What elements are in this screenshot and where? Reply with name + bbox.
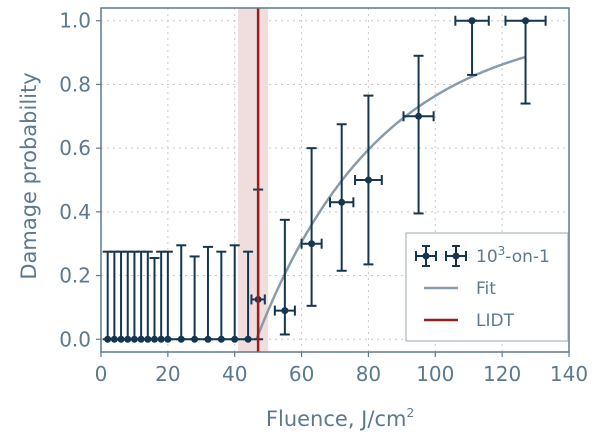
- errorbar-layer: [102, 15, 547, 343]
- data-point: [338, 198, 346, 206]
- y-tick-label: 0.6: [59, 136, 91, 160]
- x-tick-label: 0: [95, 362, 108, 386]
- x-tick-label: 60: [289, 362, 314, 386]
- axis-ticks: 0 20 40 60 80 100 120 140 0.0 0.2 0.4 0.6 0.8 1.0: [59, 9, 588, 386]
- x-axis-label-sup: 2: [406, 406, 414, 420]
- data-point: [364, 176, 372, 184]
- legend-errorbar-point: [422, 252, 430, 260]
- x-axis-label-text: Fluence, J/cm: [266, 407, 407, 431]
- x-tick-label: 100: [416, 362, 454, 386]
- lidt-band: [238, 8, 269, 352]
- x-tick-label: 20: [155, 362, 180, 386]
- data-point: [281, 307, 289, 315]
- x-tick-label: 120: [483, 362, 521, 386]
- legend-measured-sup: 3: [498, 244, 506, 258]
- x-axis-label: Fluence, J/cm2: [266, 406, 414, 431]
- legend-errorbar-point: [452, 252, 460, 260]
- x-tick-label: 40: [222, 362, 247, 386]
- legend-measured-prefix: 10: [476, 247, 498, 267]
- legend-errorbar-marker: [415, 245, 467, 267]
- legend-label-measured: 103-on-1: [476, 244, 550, 267]
- data-point: [415, 112, 423, 120]
- y-tick-label: 0.2: [59, 264, 91, 288]
- legend-label-lidt: LIDT: [476, 311, 515, 331]
- y-tick-label: 0.8: [59, 72, 91, 96]
- x-tick-label: 140: [550, 362, 588, 386]
- data-point: [468, 17, 476, 25]
- y-axis-label: Damage probability: [17, 72, 41, 279]
- y-tick-label: 1.0: [59, 9, 91, 33]
- y-tick-label: 0.0: [59, 327, 91, 351]
- legend-label-fit: Fit: [476, 279, 496, 299]
- x-tick-label: 80: [356, 362, 381, 386]
- data-point: [522, 17, 530, 25]
- legend-measured-suffix: -on-1: [505, 247, 550, 267]
- data-point: [308, 240, 316, 248]
- plot-frame: [100, 7, 570, 353]
- lidt-band-layer: [238, 8, 269, 352]
- legend: 103-on-1 Fit LIDT: [405, 232, 569, 342]
- y-tick-label: 0.4: [59, 200, 91, 224]
